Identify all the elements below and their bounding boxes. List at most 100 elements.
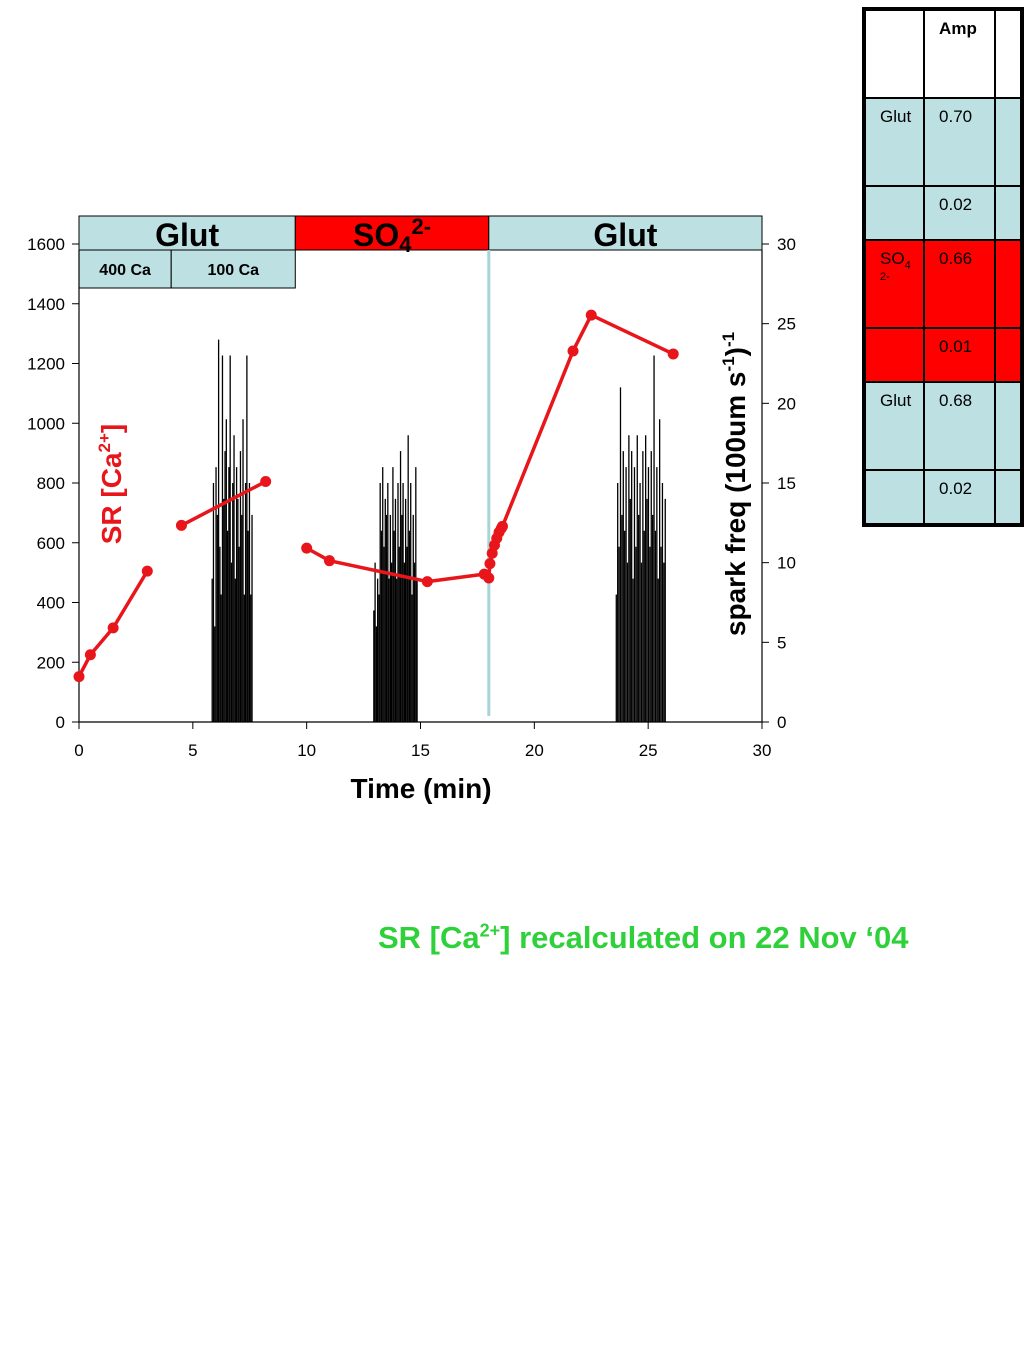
recalculation-note: SR [Ca2+] recalculated on 22 Nov ‘04 [378,920,909,956]
y-left-label-end: ] [96,424,127,433]
table-cell: 0.02 [923,185,996,241]
y-left-tick-label: 400 [37,594,65,613]
condition-band [488,215,763,251]
sr-calcium-point [421,576,433,588]
table-cell [993,185,1024,241]
table-cell [862,327,926,383]
x-tick-label: 10 [297,741,316,760]
table-cell [993,8,1024,99]
y-right-tick-label: 10 [777,554,796,573]
y-left-tick-label: 1400 [27,295,65,314]
y-right-tick-label: 30 [777,235,796,254]
y-left-label-sup: 2+ [95,433,114,452]
sr-calcium-point [107,622,119,634]
y-left-tick-label: 1200 [27,355,65,374]
x-axis-label: Time (min) [350,773,491,804]
sub-band-label: 400 Ca [99,262,151,279]
y-left-tick-label: 0 [56,713,65,732]
table-row: 0.02 [862,469,1024,526]
so4-label-sub: 4 [904,259,911,272]
table-cell: Glut [862,97,926,187]
sub-band [170,249,296,289]
sr-calcium-line [180,479,267,527]
table-cell [993,327,1024,383]
y-left-tick-label: 800 [37,474,65,493]
sr-calcium-point [483,572,495,584]
sr-calcium-point [484,558,496,570]
sr-calcium-point [175,519,187,531]
table-cell [862,469,926,526]
table-row: Glut 0.68 [862,381,1024,471]
x-tick-label: 15 [411,741,430,760]
sr-calcium-point [141,565,153,577]
note-sup: 2+ [479,920,501,941]
calcium-sub-bands: 400 Ca 100 Ca [78,249,296,289]
note-text-after: ] recalculated on 22 Nov ‘04 [500,920,909,955]
table-row: SO4 2- 0.66 [862,239,1024,329]
table-row: Glut 0.70 [862,97,1024,187]
y-right-ticks: 0 5 10 15 20 25 30 [762,235,796,732]
y-right-label-main: spark freq (100um s [720,372,751,637]
table-cell: 0.66 [923,239,996,329]
sr-calcium-point [567,345,579,357]
y-left-tick-label: 600 [37,534,65,553]
condition-band-label: Glut [155,217,219,253]
table-cell [993,381,1024,471]
spark-bursts [211,339,666,722]
table-header-amp: Amp [923,8,996,99]
y-right-label-sup2: -1 [719,332,738,347]
sr-calcium-point [323,555,335,567]
results-table: Amp Glut 0.70 0.02 SO4 2- 0.66 0.01 Glut … [862,7,1024,527]
table-row: 0.01 [862,327,1024,383]
so4-label-sup: 2- [880,271,890,284]
condition-bands: Glut SO42- Glut [78,214,763,257]
condition-band-label: Glut [593,217,657,253]
table-cell: 0.70 [923,97,996,187]
y-left-tick-label: 1600 [27,235,65,254]
y-right-label-sup1: -1 [719,356,738,371]
table-cell: 0.68 [923,381,996,471]
table-cell [993,469,1024,526]
table-cell: 0.02 [923,469,996,526]
sr-calcium-series [73,309,679,683]
sr-calcium-point [73,671,85,683]
y-right-tick-label: 0 [777,713,786,732]
sr-calcium-point [496,520,508,532]
y-left-tick-label: 200 [37,653,65,672]
y-right-tick-label: 20 [777,394,796,413]
condition-band [294,215,490,251]
sr-calcium-point [667,348,679,360]
note-text-before: SR [Ca [378,920,480,955]
y-right-tick-label: 15 [777,474,796,493]
sr-calcium-point [301,542,313,554]
chart: Glut SO42- Glut 400 Ca 100 Ca 0 5 10 15 20 25 30 … [27,214,796,804]
x-tick-label: 30 [753,741,772,760]
x-tick-label: 0 [74,741,83,760]
y-right-tick-label: 5 [777,633,786,652]
y-right-label-mid: ) [720,347,751,356]
y-right-axis-label: spark freq (100um s-1)-1 [719,332,751,636]
sr-calcium-point [260,476,272,488]
y-left-ticks: 0 200 400 600 800 1000 1200 1400 1600 [27,235,79,732]
table-cell: 0.01 [923,327,996,383]
condition-band-label: SO42- [353,214,431,257]
condition-band [78,215,296,251]
x-ticks: 0 5 10 15 20 25 30 [74,722,771,760]
sr-calcium-point [84,649,96,661]
sr-calcium-line [77,570,149,678]
table-cell [993,97,1024,187]
so4-label-main: SO [880,249,905,268]
table-cell [993,239,1024,329]
sub-band-label: 100 Ca [207,262,259,279]
table-cell [862,185,926,241]
table-row: 0.02 [862,185,1024,241]
x-tick-label: 5 [188,741,197,760]
table-cell-so4: SO4 2- [862,239,926,329]
x-tick-label: 20 [525,741,544,760]
table-cell [862,8,926,99]
table-header-row: Amp [862,8,1024,99]
table-cell: Glut [862,381,926,471]
y-left-label-main: SR [Ca [96,452,127,544]
y-left-axis-label: SR [Ca2+] [95,424,127,545]
y-left-tick-label: 1000 [27,414,65,433]
